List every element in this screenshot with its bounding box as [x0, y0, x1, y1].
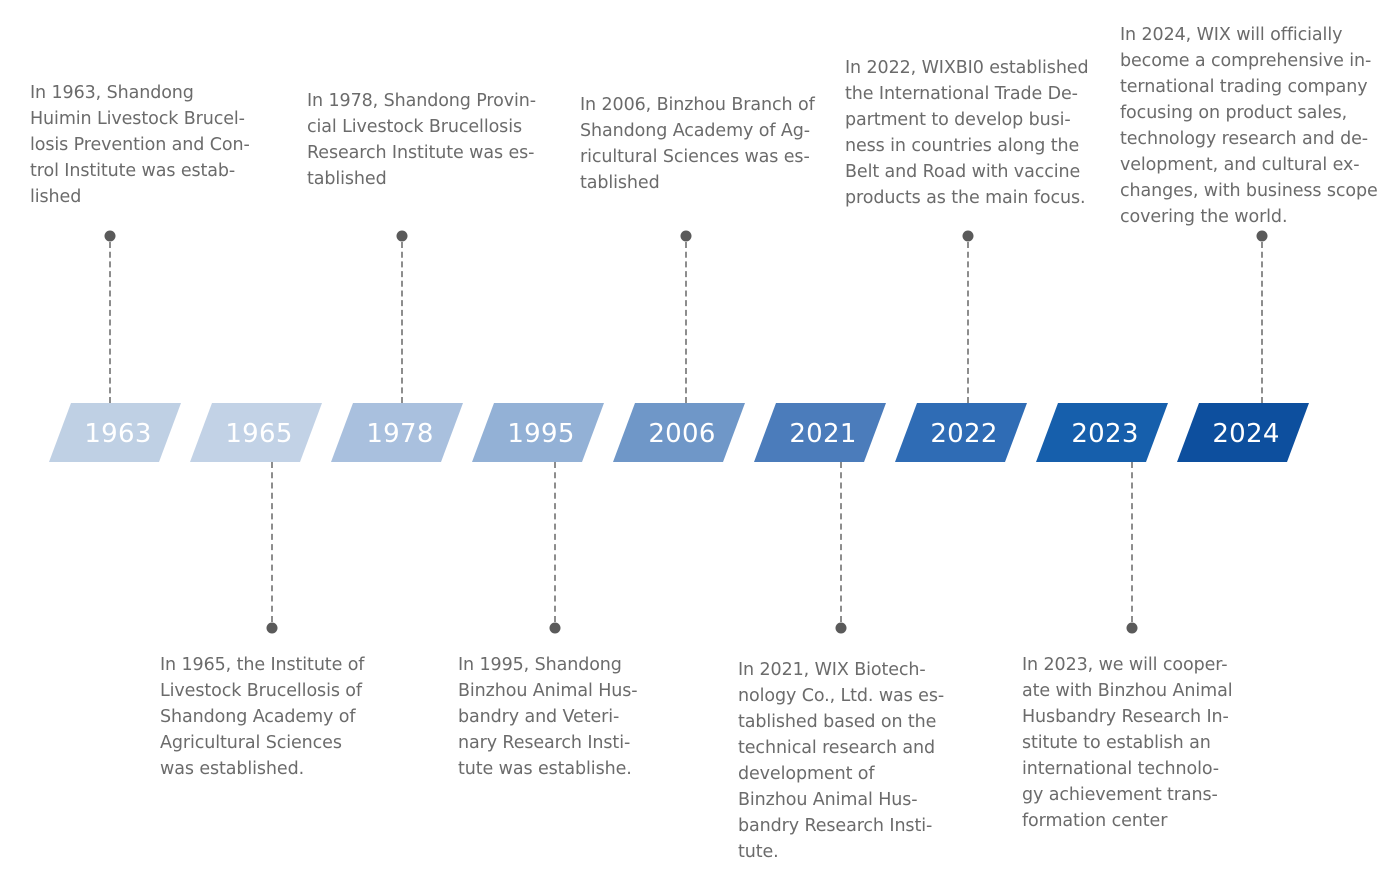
- milestone-description-2006: In 2006, Binzhou Branch of Shandong Acad…: [580, 95, 815, 193]
- year-label: 2022: [930, 418, 998, 449]
- year-label: 2006: [648, 418, 716, 449]
- connector-line-2022: [967, 242, 969, 403]
- milestone-description-2024: In 2024, WIX will officially become a co…: [1120, 25, 1378, 227]
- year-label: 1963: [84, 418, 152, 449]
- year-label: 2021: [789, 418, 857, 449]
- year-label: 1965: [225, 418, 293, 449]
- year-chevron-2024[interactable]: 2024: [1177, 403, 1309, 462]
- year-label: 2023: [1071, 418, 1139, 449]
- milestone-description-1995: In 1995, Shandong Binzhou Animal Hus- ba…: [458, 655, 638, 779]
- year-chevron-1978[interactable]: 1978: [331, 403, 463, 462]
- year-chevron-1995[interactable]: 1995: [472, 403, 604, 462]
- connector-line-1965: [271, 462, 273, 622]
- year-chevron-2021[interactable]: 2021: [754, 403, 886, 462]
- milestone-description-1965: In 1965, the Institute of Livestock Bruc…: [160, 655, 365, 779]
- connector-dot-2021: [835, 622, 847, 634]
- connector-dot-2024: [1256, 230, 1268, 242]
- connector-line-1963: [109, 242, 111, 403]
- connector-line-2023: [1131, 462, 1133, 622]
- connector-dot-1978: [396, 230, 408, 242]
- milestone-description-2022: In 2022, WIXBI0 established the Internat…: [845, 58, 1089, 208]
- connector-line-2024: [1261, 242, 1263, 403]
- connector-line-1978: [401, 242, 403, 403]
- connector-dot-1965: [266, 622, 278, 634]
- connector-dot-1995: [549, 622, 561, 634]
- year-label: 1978: [366, 418, 434, 449]
- connector-line-1995: [554, 462, 556, 622]
- milestone-description-1963: In 1963, Shandong Huimin Livestock Bruce…: [30, 83, 250, 207]
- year-chevron-1965[interactable]: 1965: [190, 403, 322, 462]
- connector-line-2021: [840, 462, 842, 622]
- year-label: 2024: [1212, 418, 1280, 449]
- milestone-description-2021: In 2021, WIX Biotech- nology Co., Ltd. w…: [738, 660, 945, 862]
- year-chevron-band: 1963 1965 1978 1995 2006 2021 2022 2023 2024: [0, 403, 1400, 463]
- connector-dot-2022: [962, 230, 974, 242]
- connector-dot-1963: [104, 230, 116, 242]
- connector-dot-2006: [680, 230, 692, 242]
- year-label: 1995: [507, 418, 575, 449]
- year-chevron-1963[interactable]: 1963: [49, 403, 181, 462]
- connector-dot-2023: [1126, 622, 1138, 634]
- year-chevron-2022[interactable]: 2022: [895, 403, 1027, 462]
- milestone-description-2023: In 2023, we will cooper- ate with Binzho…: [1022, 655, 1233, 831]
- connector-line-2006: [685, 242, 687, 403]
- year-chevron-2006[interactable]: 2006: [613, 403, 745, 462]
- year-chevron-2023[interactable]: 2023: [1036, 403, 1168, 462]
- milestone-description-1978: In 1978, Shandong Provin- cial Livestock…: [307, 91, 536, 189]
